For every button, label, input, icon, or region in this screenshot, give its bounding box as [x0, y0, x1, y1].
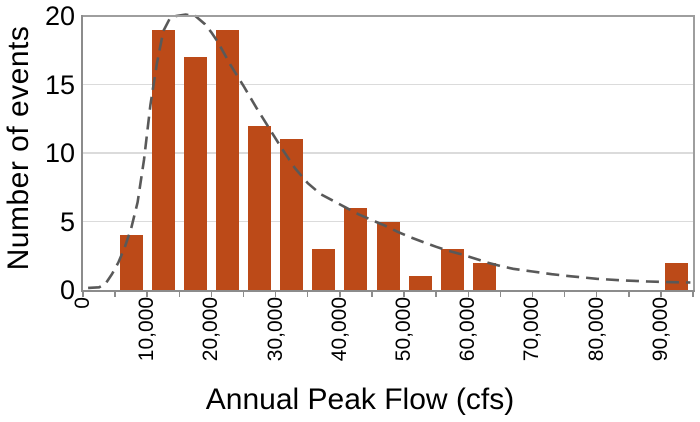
- x-tick-mark: [339, 291, 341, 297]
- x-tick-label: 70,000: [520, 297, 544, 362]
- x-tick-mark: [660, 291, 662, 297]
- x-tick-label: 80,000: [584, 297, 608, 362]
- y-tick-label: 5: [59, 206, 75, 237]
- x-tick-mark: [274, 291, 277, 297]
- y-tick-label: 20: [44, 1, 75, 31]
- histogram-bar: [344, 207, 368, 290]
- histogram-bar: [408, 276, 432, 290]
- x-tick-mark: [82, 291, 84, 297]
- x-axis-line: [81, 290, 695, 292]
- x-tick-mark: [306, 291, 309, 297]
- gridline: [83, 83, 693, 86]
- y-tick-label: 10: [44, 138, 75, 168]
- x-tick-mark: [210, 291, 213, 297]
- plot-border-right: [693, 15, 695, 292]
- histogram-bar: [151, 29, 175, 290]
- x-tick-mark: [114, 291, 116, 297]
- x-tick-mark: [435, 291, 437, 297]
- y-axis-line: [81, 15, 83, 292]
- x-tick-mark: [531, 291, 534, 297]
- x-tick-mark: [467, 291, 469, 297]
- x-tick-label: 60,000: [456, 297, 480, 362]
- histogram-bar: [440, 248, 464, 290]
- fitted-curve-path: [88, 13, 691, 290]
- x-axis-title: Annual Peak Flow (cfs): [205, 383, 515, 416]
- x-tick-mark: [403, 291, 405, 297]
- histogram-bar: [376, 221, 400, 290]
- plot-area: [83, 13, 693, 290]
- x-tick-label: 10,000: [135, 297, 159, 362]
- histogram-bar: [183, 57, 207, 290]
- histogram-bar: [119, 235, 143, 290]
- x-tick-mark: [595, 291, 598, 297]
- x-tick-label: 20,000: [199, 297, 223, 362]
- x-tick-mark: [499, 291, 502, 297]
- gridline: [83, 152, 693, 154]
- x-tick-mark: [563, 291, 566, 297]
- x-tick-label: 0: [71, 297, 94, 309]
- x-tick-mark: [178, 291, 181, 297]
- histogram-bar: [215, 29, 239, 290]
- x-tick-mark: [692, 291, 694, 297]
- x-tick-mark: [371, 291, 373, 297]
- histogram-bar: [472, 262, 496, 290]
- x-tick-mark: [146, 291, 148, 297]
- y-tick-label: 15: [44, 69, 75, 100]
- x-tick-mark: [628, 291, 630, 297]
- x-tick-label: 40,000: [327, 297, 351, 362]
- plot-border-top: [83, 15, 695, 17]
- x-tick-label: 30,000: [263, 297, 287, 362]
- x-tick-mark: [242, 291, 245, 297]
- histogram-bar: [312, 248, 336, 290]
- histogram-bar: [280, 139, 304, 290]
- x-tick-label: 50,000: [392, 297, 416, 362]
- x-tick-label: 90,000: [648, 297, 672, 362]
- y-tick-label: 0: [59, 275, 75, 305]
- histogram-bar: [248, 125, 272, 290]
- fitted-curve: [88, 13, 691, 290]
